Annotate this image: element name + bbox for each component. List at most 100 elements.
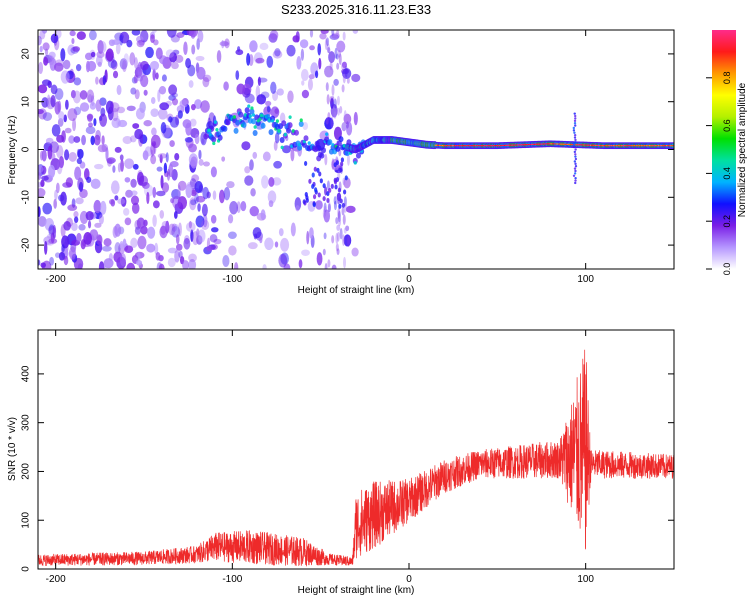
heatmap-cell [574,153,577,156]
heatmap-cell [39,45,43,53]
heatmap-cell [302,121,308,131]
heatmap-cell [131,202,140,214]
heatmap-cell [173,210,178,219]
heatmap-cell [574,155,577,158]
heatmap-cell [573,131,576,134]
colorbar-gradient [712,30,736,269]
heatmap-cell [326,116,330,128]
heatmap-cell [336,30,340,37]
spectrogram-x-axis-label: Height of straight line (km) [298,285,415,296]
heatmap-cell [130,195,140,206]
heatmap-cell [281,120,287,127]
heatmap-cell [98,214,104,225]
heatmap-cell [316,252,323,266]
heatmap-cell [160,225,166,235]
snr-y-axis-label: SNR (10 * v/v) [7,417,18,481]
heatmap-cell [355,152,361,159]
heatmap-cell [68,135,75,144]
heatmap-cell [261,175,269,189]
heatmap-cell [346,121,353,136]
heatmap-cell [119,31,130,44]
heatmap-cell [322,248,326,256]
heatmap-cell [102,75,106,86]
heatmap-cell [228,214,234,224]
heatmap-cell [274,108,279,114]
heatmap-cell [331,95,335,103]
heatmap-cell [117,162,122,173]
heatmap-cell [42,202,53,215]
heatmap-cell [337,210,341,223]
heatmap-cell [140,74,149,88]
heatmap-cell [232,115,237,119]
heatmap-cell [346,153,350,166]
heatmap-cell [116,84,122,96]
heatmap-cell [90,178,101,189]
heatmap-cell [265,100,272,107]
y-tick-label: 400 [21,365,32,382]
heatmap-cell [327,139,333,146]
heatmap-cell [125,189,133,198]
heatmap-cell [150,96,156,105]
heatmap-cell [272,50,283,59]
heatmap-cell [120,159,124,172]
heatmap-cell [53,198,57,209]
heatmap-cell [287,90,294,104]
heatmap-cell [198,184,204,194]
heatmap-cells [38,30,674,269]
heatmap-cell [301,68,309,82]
heatmap-cell [76,148,81,158]
heatmap-cell [90,51,96,58]
heatmap-cell [137,235,147,250]
heatmap-cell [324,263,328,269]
heatmap-cell [49,141,59,154]
heatmap-cell [351,247,359,257]
heatmap-cell [236,83,246,95]
heatmap-cell [50,84,58,95]
heatmap-cell [143,89,148,96]
heatmap-cell [65,99,69,110]
heatmap-cell [90,95,95,107]
heatmap-cell [314,187,318,193]
heatmap-cell [142,150,149,161]
heatmap-cell [300,48,305,61]
heatmap-cell [81,134,86,146]
heatmap-cell [149,60,160,71]
heatmap-cell [173,223,180,237]
heatmap-cell [52,224,57,239]
heatmap-cell [76,31,86,40]
heatmap-cell [323,209,331,223]
heatmap-cell [195,55,205,62]
heatmap-cell [90,135,95,146]
heatmap-cell [79,102,90,112]
heatmap-cell [78,181,84,193]
heatmap-cell [158,86,167,95]
heatmap-cell [224,38,230,49]
heatmap-cell [195,215,205,228]
heatmap-cell [132,123,140,129]
heatmap-cell [123,208,130,216]
heatmap-cell [572,174,576,177]
heatmap-cell [323,205,327,217]
heatmap-cell [201,203,208,217]
heatmap-cell [41,149,47,162]
heatmap-cell [574,176,577,180]
heatmap-cell [72,46,81,52]
heatmap-cell [297,144,303,151]
heatmap-cell [89,102,97,110]
snr-x-ticks: -200 -100 0 100 [46,330,594,585]
heatmap-cell [324,65,334,78]
heatmap-cell [78,224,86,231]
heatmap-cell [330,116,334,129]
heatmap-cell [179,99,188,108]
heatmap-cell [333,98,337,109]
heatmap-cell [191,103,196,111]
heatmap-cell [174,152,180,161]
heatmap-cell [312,194,317,200]
heatmap-cell [219,189,225,204]
heatmap-cell [198,149,202,160]
heatmap-cell [129,135,137,143]
heatmap-cell [38,215,47,227]
heatmap-cell [195,195,206,203]
heatmap-cell [177,185,181,199]
heatmap-cell [280,145,284,150]
